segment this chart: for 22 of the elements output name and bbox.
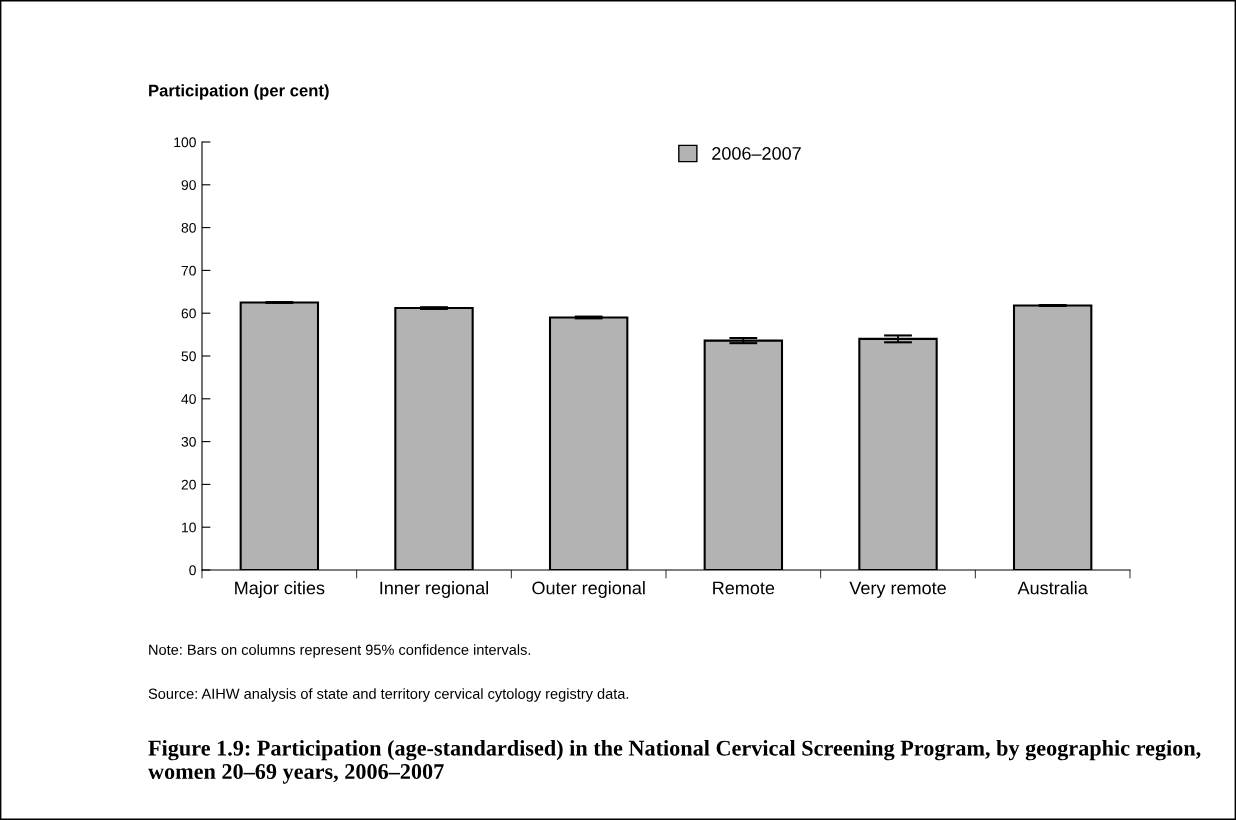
y-tick-label: 100 [174, 137, 196, 148]
y-tick-label: 0 [189, 565, 196, 576]
y-axis-title: Participation (per cent) [149, 84, 329, 100]
y-tick-label: 70 [181, 265, 196, 276]
y-tick-label: 20 [181, 479, 196, 490]
text: Figure 1.9: Participation (age-standardised) in the National Cervical Screening Program, by geographic region, women 20–69 years, 2006–2007 [148, 740, 1201, 784]
y-tick-label: 40 [181, 394, 196, 404]
x-tick-label: Very remote [849, 581, 946, 598]
x-tick-label: Outer regional [532, 581, 645, 598]
text: Note: Bars on columns represent 95% confidence intervals. [149, 644, 531, 658]
x-tick-label: Major cities [235, 581, 325, 598]
legend-label: 2006–2007 [712, 147, 801, 160]
y-tick-label: 50 [181, 351, 196, 362]
x-tick-label: Australia [1017, 581, 1088, 595]
y-tick-label: 80 [181, 222, 196, 233]
y-tick-label: 90 [181, 180, 196, 190]
y-tick-label: 60 [181, 308, 196, 319]
x-tick-label: Inner regional [380, 581, 488, 598]
y-tick-label: 30 [181, 436, 196, 447]
source-note: Source: AIHW analysis of state and territory cervical cytology registry data. [148, 688, 629, 702]
x-tick-label: Remote [713, 581, 775, 595]
y-tick-label: 10 [182, 522, 196, 533]
